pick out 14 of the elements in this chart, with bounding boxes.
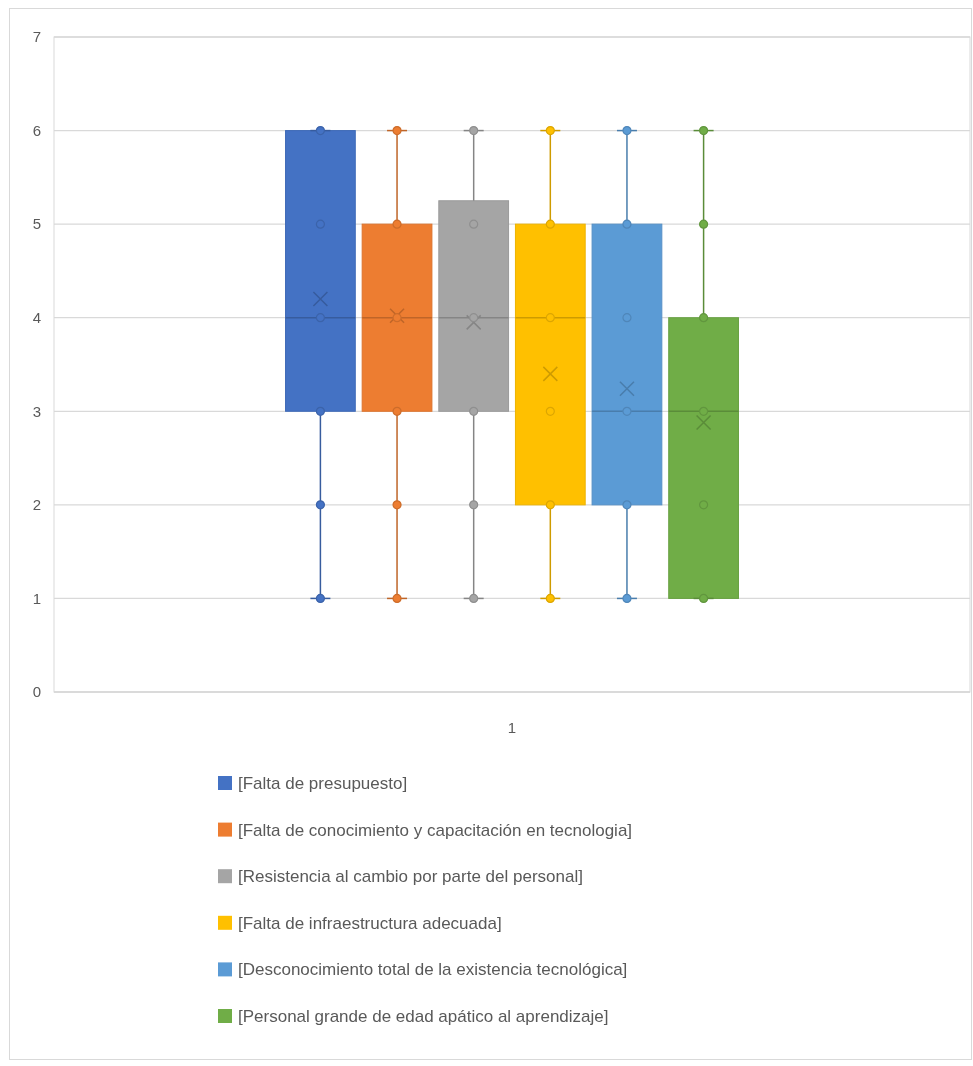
legend-label: [Falta de infraestructura adecuada] bbox=[238, 913, 502, 933]
y-tick-label: 7 bbox=[32, 28, 41, 46]
legend-label: [Desconocimiento total de la existencia tecnológica] bbox=[238, 960, 628, 980]
legend-label: [Falta de presupuesto] bbox=[238, 773, 408, 793]
y-tick-label: 6 bbox=[32, 121, 41, 139]
y-tick-label: 2 bbox=[32, 496, 41, 514]
y-tick-label: 4 bbox=[32, 308, 41, 326]
legend-label: [Resistencia al cambio por parte del personal] bbox=[238, 867, 583, 887]
y-tick-label: 3 bbox=[32, 402, 41, 420]
y-tick-label: 0 bbox=[32, 683, 41, 701]
legend-label: [Personal grande de edad apático al aprendizaje] bbox=[238, 1006, 609, 1026]
y-tick-label: 1 bbox=[32, 589, 41, 607]
y-tick-label: 5 bbox=[32, 215, 41, 233]
legend-label: [Falta de conocimiento y capacitación en tecnologia] bbox=[238, 820, 633, 840]
